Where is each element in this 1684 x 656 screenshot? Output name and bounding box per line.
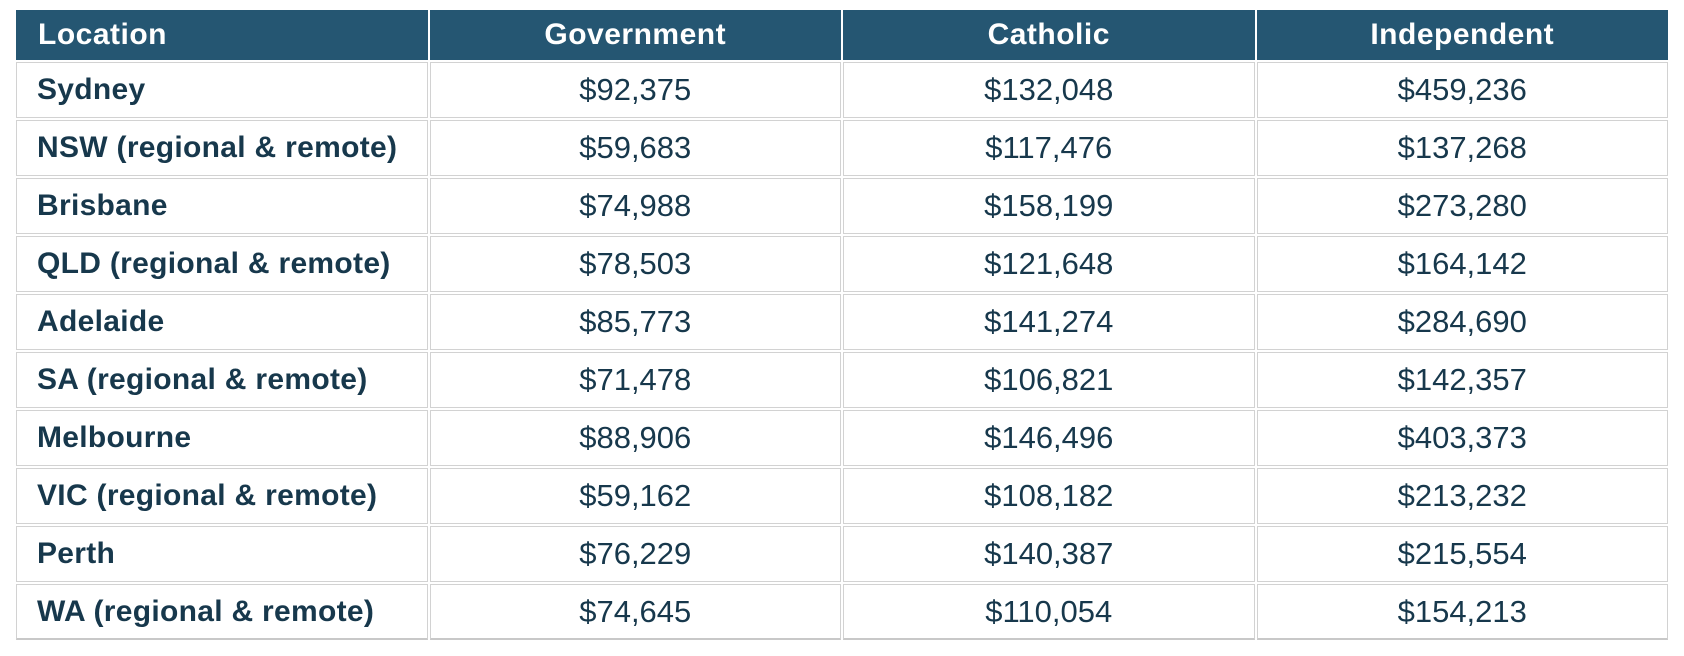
catholic-value-cell: $108,182	[843, 468, 1255, 524]
catholic-value-cell: $106,821	[843, 352, 1255, 408]
location-cell: NSW (regional & remote)	[16, 120, 428, 176]
location-cell: SA (regional & remote)	[16, 352, 428, 408]
government-value-cell: $92,375	[429, 62, 841, 118]
catholic-value-cell: $110,054	[843, 584, 1255, 640]
table-row: Brisbane $74,988 $158,199 $273,280	[16, 178, 1668, 234]
location-cell: Adelaide	[16, 294, 428, 350]
location-cell: VIC (regional & remote)	[16, 468, 428, 524]
table-row: Adelaide $85,773 $141,274 $284,690	[16, 294, 1668, 350]
catholic-value-cell: $158,199	[843, 178, 1255, 234]
independent-value-cell: $213,232	[1256, 468, 1668, 524]
government-value-cell: $76,229	[429, 526, 841, 582]
location-cell: Perth	[16, 526, 428, 582]
independent-value-cell: $273,280	[1256, 178, 1668, 234]
school-fees-table: Location Government Catholic Independent…	[14, 8, 1670, 642]
table-row: SA (regional & remote) $71,478 $106,821 $14…	[16, 352, 1668, 408]
column-header-independent: Independent	[1256, 10, 1668, 60]
table-row: QLD (regional & remote) $78,503 $121,648 $1…	[16, 236, 1668, 292]
table-row: Perth $76,229 $140,387 $215,554	[16, 526, 1668, 582]
independent-value-cell: $164,142	[1256, 236, 1668, 292]
catholic-value-cell: $146,496	[843, 410, 1255, 466]
independent-value-cell: $403,373	[1256, 410, 1668, 466]
table-row: WA (regional & remote) $74,645 $110,054 $15…	[16, 584, 1668, 640]
location-cell: Brisbane	[16, 178, 428, 234]
independent-value-cell: $154,213	[1256, 584, 1668, 640]
catholic-value-cell: $132,048	[843, 62, 1255, 118]
government-value-cell: $74,988	[429, 178, 841, 234]
location-cell: QLD (regional & remote)	[16, 236, 428, 292]
column-header-government: Government	[429, 10, 841, 60]
catholic-value-cell: $117,476	[843, 120, 1255, 176]
header-row: Location Government Catholic Independent	[16, 10, 1668, 60]
independent-value-cell: $137,268	[1256, 120, 1668, 176]
government-value-cell: $88,906	[429, 410, 841, 466]
catholic-value-cell: $121,648	[843, 236, 1255, 292]
catholic-value-cell: $141,274	[843, 294, 1255, 350]
column-header-catholic: Catholic	[843, 10, 1255, 60]
independent-value-cell: $459,236	[1256, 62, 1668, 118]
independent-value-cell: $284,690	[1256, 294, 1668, 350]
government-value-cell: $85,773	[429, 294, 841, 350]
government-value-cell: $78,503	[429, 236, 841, 292]
government-value-cell: $71,478	[429, 352, 841, 408]
government-value-cell: $74,645	[429, 584, 841, 640]
catholic-value-cell: $140,387	[843, 526, 1255, 582]
table-row: NSW (regional & remote) $59,683 $117,476 $1…	[16, 120, 1668, 176]
column-header-location: Location	[16, 10, 428, 60]
location-cell: Melbourne	[16, 410, 428, 466]
location-cell: Sydney	[16, 62, 428, 118]
table-row: Sydney $92,375 $132,048 $459,236	[16, 62, 1668, 118]
table-body: Sydney $92,375 $132,048 $459,236 NSW (region…	[16, 62, 1668, 640]
government-value-cell: $59,162	[429, 468, 841, 524]
table-row: Melbourne $88,906 $146,496 $403,373	[16, 410, 1668, 466]
independent-value-cell: $215,554	[1256, 526, 1668, 582]
location-cell: WA (regional & remote)	[16, 584, 428, 640]
table-row: VIC (regional & remote) $59,162 $108,182 $2…	[16, 468, 1668, 524]
government-value-cell: $59,683	[429, 120, 841, 176]
independent-value-cell: $142,357	[1256, 352, 1668, 408]
